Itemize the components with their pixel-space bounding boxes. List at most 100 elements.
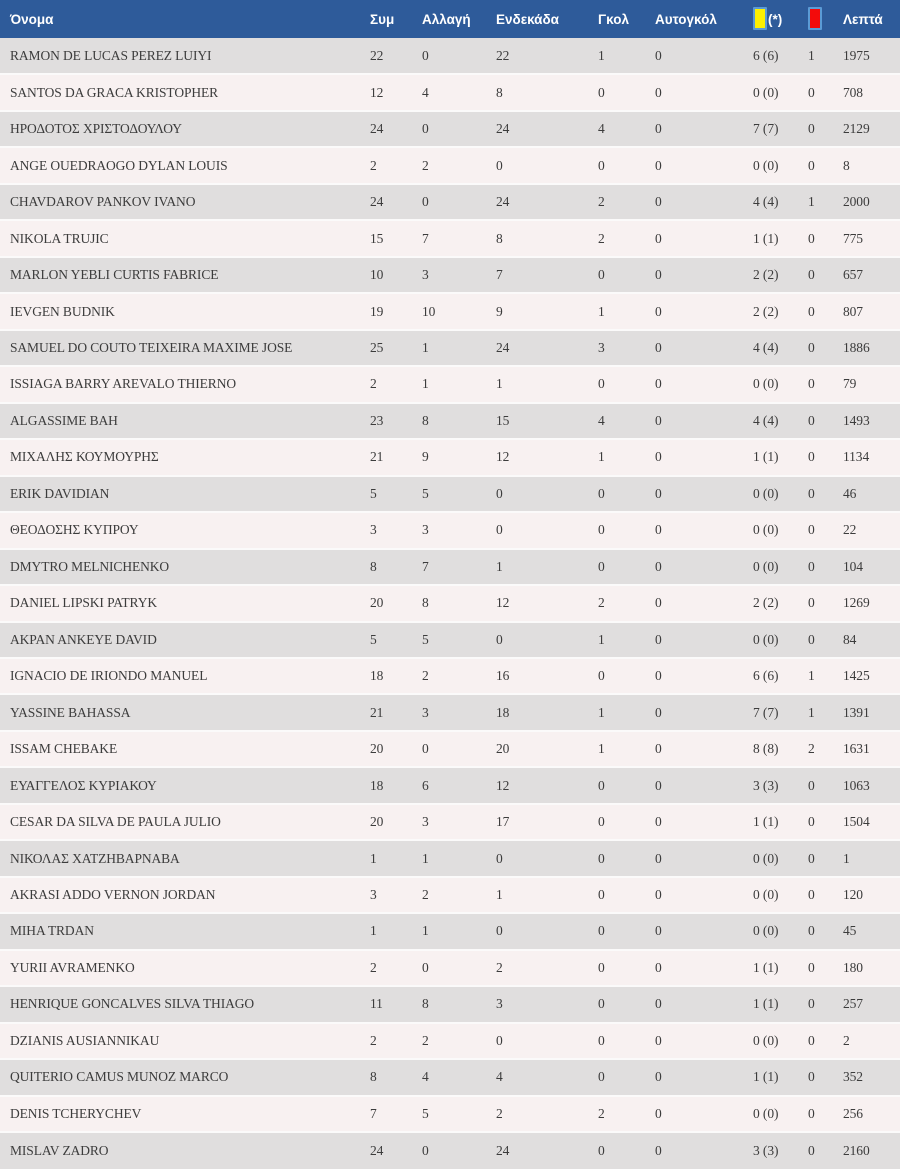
appearances-cell: 18 [370, 777, 384, 793]
appearances-cell: 1 [370, 850, 377, 866]
table-row[interactable]: ΕΥΑΓΓΕΛΟΣ ΚΥΡΙΑΚΟΥ 18 6 12 0 0 3 (3) 0 1… [0, 767, 900, 804]
substitution-cell: 1 [422, 339, 429, 355]
minutes-cell: 8 [843, 157, 850, 173]
table-row[interactable]: AKRASI ADDO VERNON JORDAN 3 2 1 0 0 0 (0… [0, 876, 900, 914]
table-row[interactable]: ΗΡΟΔΟΤΟΣ ΧΡΙΣΤΟΔΟΥΛΟΥ 24 0 24 4 0 7 (7) … [0, 110, 900, 148]
starting-eleven-cell: 12 [496, 777, 510, 793]
player-name-cell: CESAR DA SILVA DE PAULA JULIO [10, 814, 221, 830]
header-red-cards [798, 0, 833, 38]
table-row[interactable]: MARLON YEBLI CURTIS FABRICE 10 3 7 0 0 2… [0, 256, 900, 294]
starting-eleven-cell: 1 [496, 887, 503, 903]
table-row[interactable]: CESAR DA SILVA DE PAULA JULIO 20 3 17 0 … [0, 803, 900, 841]
substitution-cell: 5 [422, 1105, 429, 1121]
appearances-cell: 5 [370, 485, 377, 501]
starting-eleven-cell: 0 [496, 157, 503, 173]
appearances-cell: 20 [370, 741, 384, 757]
table-row[interactable]: DENIS TCHERYCHEV 7 5 2 2 0 0 (0) 0 256 [0, 1095, 900, 1133]
yellow-cards-cell: 1 (1) [753, 1069, 779, 1085]
table-row[interactable]: ΘΕΟΔΟΣΗΣ ΚΥΠΡΟΥ 3 3 0 0 0 0 (0) 0 22 [0, 512, 900, 549]
table-row[interactable]: MISLAV ZADRO 24 0 24 0 0 3 (3) 0 2160 [0, 1132, 900, 1169]
table-row[interactable]: ISSAM CHEBAKE 20 0 20 1 0 8 (8) 2 1631 [0, 730, 900, 768]
table-row[interactable]: ANGE OUEDRAOGO DYLAN LOUIS 2 2 0 0 0 0 (… [0, 147, 900, 184]
table-row[interactable]: DANIEL LIPSKI PATRYK 20 8 12 2 0 2 (2) 0… [0, 585, 900, 622]
table-row[interactable]: DZIANIS AUSIANNIKAU 2 2 0 0 0 0 (0) 0 2 [0, 1022, 900, 1060]
minutes-cell: 46 [843, 485, 857, 501]
player-name-cell: DANIEL LIPSKI PATRYK [10, 595, 158, 611]
red-cards-cell: 2 [808, 741, 815, 757]
red-cards-cell: 0 [808, 1142, 815, 1158]
yellow-cards-cell: 0 (0) [753, 522, 779, 538]
player-name-cell: HENRIQUE GONCALVES SILVA THIAGO [10, 996, 255, 1012]
red-card-icon [808, 6, 822, 30]
red-cards-cell: 0 [808, 303, 815, 319]
table-row[interactable]: ΜΙΧΑΛΗΣ ΚΟΥΜΟΥΡΗΣ 21 9 12 1 0 1 (1) 0 11… [0, 439, 900, 476]
starting-eleven-cell: 24 [496, 121, 510, 137]
table-row[interactable]: IEVGEN BUDNIK 19 10 9 1 0 2 (2) 0 807 [0, 293, 900, 330]
red-cards-cell: 0 [808, 814, 815, 830]
own-goals-cell: 0 [655, 412, 662, 428]
player-name-cell: QUITERIO CAMUS MUNOZ MARCO [10, 1069, 229, 1085]
table-row[interactable]: AKPAN ANKEYE DAVID 5 5 0 1 0 0 (0) 0 84 [0, 621, 900, 658]
yellow-cards-cell: 6 (6) [753, 668, 779, 684]
player-name-cell: SANTOS DA GRACA KRISTOPHER [10, 84, 219, 100]
red-cards-cell: 0 [808, 339, 815, 355]
goals-cell: 2 [598, 1105, 605, 1121]
table-row[interactable]: CHAVDAROV PANKOV IVANO 24 0 24 2 0 4 (4)… [0, 183, 900, 221]
table-row[interactable]: NIKOLA TRUJIC 15 7 8 2 0 1 (1) 0 775 [0, 220, 900, 257]
player-name-cell: MARLON YEBLI CURTIS FABRICE [10, 267, 219, 283]
yellow-cards-cell: 1 (1) [753, 814, 779, 830]
table-row[interactable]: ISSIAGA BARRY AREVALO THIERNO 2 1 1 0 0 … [0, 366, 900, 403]
starting-eleven-cell: 12 [496, 449, 510, 465]
red-cards-cell: 0 [808, 777, 815, 793]
goals-cell: 0 [598, 814, 605, 830]
yellow-cards-cell: 8 (8) [753, 741, 779, 757]
minutes-cell: 1425 [843, 668, 870, 684]
table-row[interactable]: ALGASSIME BAH 23 8 15 4 0 4 (4) 0 1493 [0, 402, 900, 440]
own-goals-cell: 0 [655, 1142, 662, 1158]
appearances-cell: 2 [370, 1032, 377, 1048]
goals-cell: 0 [598, 1069, 605, 1085]
player-name-cell: ERIK DAVIDIAN [10, 485, 110, 501]
starting-eleven-cell: 0 [496, 850, 503, 866]
appearances-cell: 8 [370, 1069, 377, 1085]
yellow-cards-cell: 7 (7) [753, 704, 779, 720]
starting-eleven-cell: 1 [496, 376, 503, 392]
minutes-cell: 257 [843, 996, 863, 1012]
appearances-cell: 12 [370, 84, 384, 100]
yellow-cards-cell: 4 (4) [753, 194, 779, 210]
starting-eleven-cell: 16 [496, 668, 510, 684]
player-name-cell: YURII AVRAMENKO [10, 959, 135, 975]
table-row[interactable]: ΝΙΚΟΛΑΣ ΧΑΤΖΗΒΑΡΝΑΒΑ 1 1 0 0 0 0 (0) 0 1 [0, 840, 900, 877]
substitution-cell: 3 [422, 814, 429, 830]
yellow-cards-cell: 0 (0) [753, 157, 779, 173]
substitution-cell: 8 [422, 996, 429, 1012]
substitution-cell: 9 [422, 449, 429, 465]
yellow-cards-cell: 2 (2) [753, 303, 779, 319]
goals-cell: 4 [598, 121, 605, 137]
goals-cell: 0 [598, 485, 605, 501]
starting-eleven-cell: 22 [496, 47, 510, 63]
own-goals-cell: 0 [655, 1032, 662, 1048]
table-row[interactable]: YASSINE BAHASSA 21 3 18 1 0 7 (7) 1 1391 [0, 694, 900, 731]
substitution-cell: 5 [422, 485, 429, 501]
table-row[interactable]: SAMUEL DO COUTO TEIXEIRA MAXIME JOSE 25 … [0, 329, 900, 367]
table-row[interactable]: IGNACIO DE IRIONDO MANUEL 18 2 16 0 0 6 … [0, 657, 900, 695]
table-row[interactable]: ERIK DAVIDIAN 5 5 0 0 0 0 (0) 0 46 [0, 475, 900, 513]
table-row[interactable]: YURII AVRAMENKO 2 0 2 0 0 1 (1) 0 180 [0, 949, 900, 987]
substitution-cell: 1 [422, 376, 429, 392]
red-cards-cell: 0 [808, 558, 815, 574]
table-row[interactable]: RAMON DE LUCAS PEREZ LUIYI 22 0 22 1 0 6… [0, 38, 900, 75]
red-cards-cell: 0 [808, 1105, 815, 1121]
red-cards-cell: 0 [808, 1069, 815, 1085]
table-row[interactable]: SANTOS DA GRACA KRISTOPHER 12 4 8 0 0 0 … [0, 74, 900, 111]
table-row[interactable]: QUITERIO CAMUS MUNOZ MARCO 8 4 4 0 0 1 (… [0, 1059, 900, 1096]
yellow-cards-cell: 0 (0) [753, 887, 779, 903]
table-row[interactable]: DMYTRO MELNICHENKO 8 7 1 0 0 0 (0) 0 104 [0, 548, 900, 586]
table-row[interactable]: HENRIQUE GONCALVES SILVA THIAGO 11 8 3 0… [0, 986, 900, 1023]
own-goals-cell: 0 [655, 485, 662, 501]
player-name-cell: ISSIAGA BARRY AREVALO THIERNO [10, 376, 237, 392]
substitution-cell: 2 [422, 1032, 429, 1048]
red-cards-cell: 0 [808, 157, 815, 173]
table-row[interactable]: MIHA TRDAN 1 1 0 0 0 0 (0) 0 45 [0, 913, 900, 950]
substitution-cell: 0 [422, 47, 429, 63]
